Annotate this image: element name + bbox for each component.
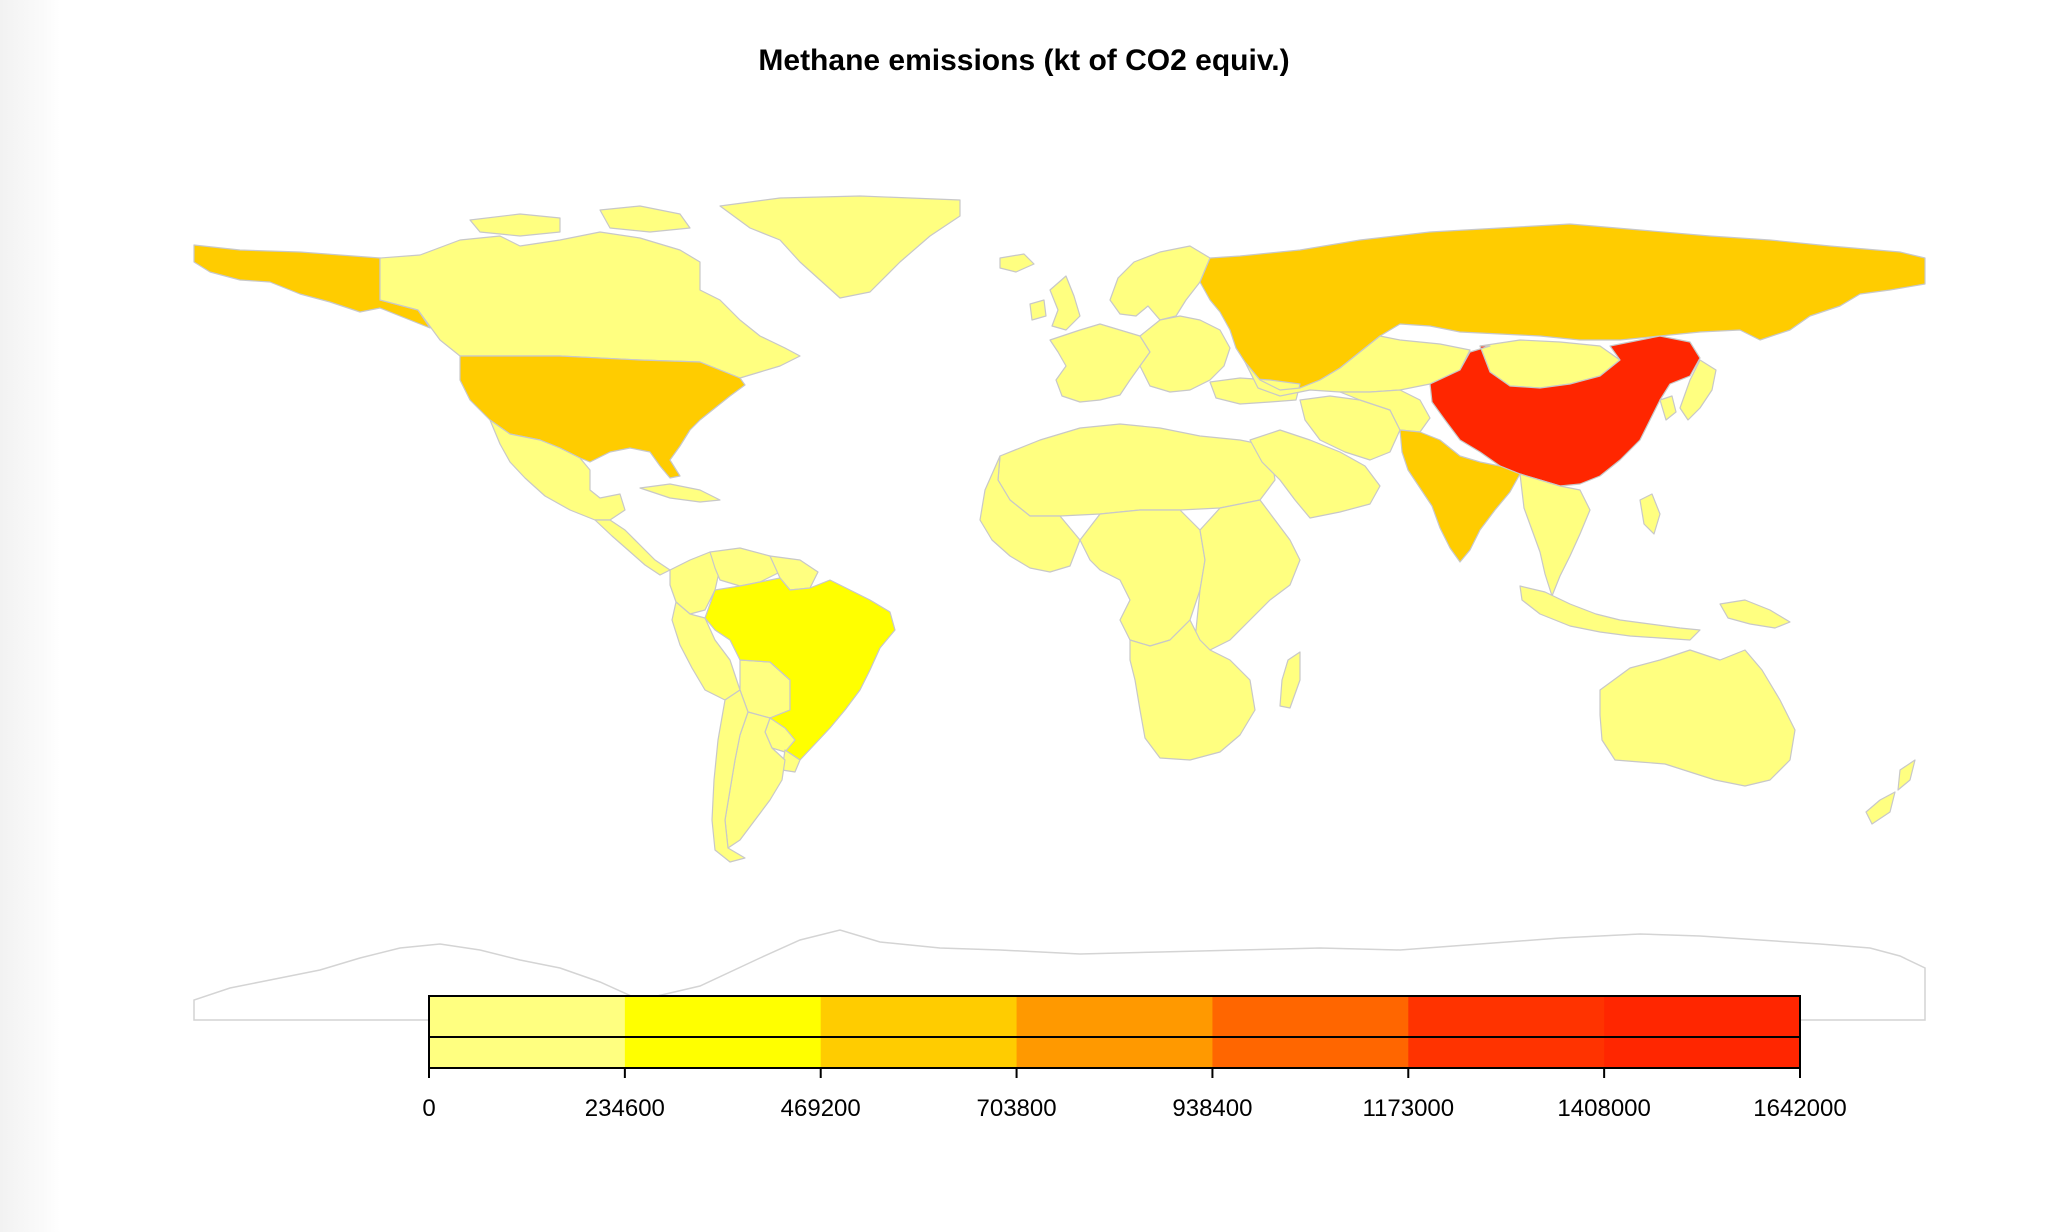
- color-legend: 0 234600 469200 703800 938400 1173000 1408000 1…: [422, 995, 1847, 1122]
- country-layer: [193, 195, 1926, 863]
- legend-swatch: [624, 996, 822, 1068]
- region-iran: [1299, 395, 1401, 461]
- region-chile: [711, 689, 749, 863]
- legend-tick-label: 1173000: [1362, 1095, 1454, 1122]
- region-australia: [1599, 649, 1796, 787]
- legend-swatch: [1212, 996, 1409, 1068]
- legend-swatch: [1604, 996, 1801, 1068]
- region-turkey: [1209, 377, 1301, 405]
- legend-swatch: [429, 996, 626, 1068]
- region-brazil: [704, 577, 896, 761]
- region-new-zealand: [1865, 759, 1916, 825]
- region-cuba: [639, 483, 721, 503]
- region-iceland: [999, 253, 1035, 273]
- region-united-kingdom: [1049, 275, 1081, 331]
- region-united-states: [459, 355, 746, 479]
- region-north-africa: [997, 423, 1276, 517]
- region-southeast-asia: [1519, 473, 1591, 597]
- region-madagascar: [1279, 651, 1301, 709]
- region-kazakhstan: [1244, 335, 1471, 397]
- legend-swatch: [1016, 996, 1213, 1068]
- region-ireland: [1029, 299, 1047, 321]
- region-mexico: [489, 419, 626, 521]
- region-west-africa: [979, 455, 1081, 573]
- region-colombia: [669, 551, 721, 615]
- legend-tick-label: 1642000: [1753, 1095, 1846, 1122]
- legend-tick-label: 234600: [585, 1095, 665, 1122]
- region-canada: [379, 205, 801, 379]
- region-scandinavia: [1109, 245, 1211, 321]
- region-greenland: [719, 195, 961, 299]
- region-philippines: [1639, 493, 1661, 535]
- region-papua-new-guinea: [1719, 599, 1791, 629]
- region-alaska: [193, 244, 431, 329]
- region-indonesia: [1519, 585, 1701, 641]
- legend-tick-label: 703800: [977, 1095, 1057, 1122]
- legend-tick-label: 1408000: [1557, 1095, 1650, 1122]
- region-eastern-europe: [1139, 315, 1231, 393]
- legend-frame: [428, 995, 1801, 1069]
- region-central-asia: [1339, 389, 1431, 433]
- legend-swatch: [1408, 996, 1605, 1068]
- region-arabian-peninsula: [1249, 429, 1381, 519]
- legend-tick-label: 938400: [1172, 1095, 1252, 1122]
- window-edge: [0, 0, 60, 1232]
- region-central-america: [594, 519, 671, 576]
- legend-tick-label: 469200: [781, 1095, 861, 1122]
- region-east-africa: [1194, 499, 1301, 651]
- legend-swatch: [820, 996, 1018, 1068]
- region-india: [1399, 429, 1521, 563]
- region-western-europe: [1049, 323, 1151, 403]
- region-southern-africa: [1129, 619, 1256, 761]
- region-korea: [1659, 395, 1677, 421]
- legend-tick-label: 0: [422, 1095, 435, 1122]
- map-title: Methane emissions (kt of CO2 equiv.): [758, 44, 1290, 77]
- region-japan: [1679, 359, 1717, 421]
